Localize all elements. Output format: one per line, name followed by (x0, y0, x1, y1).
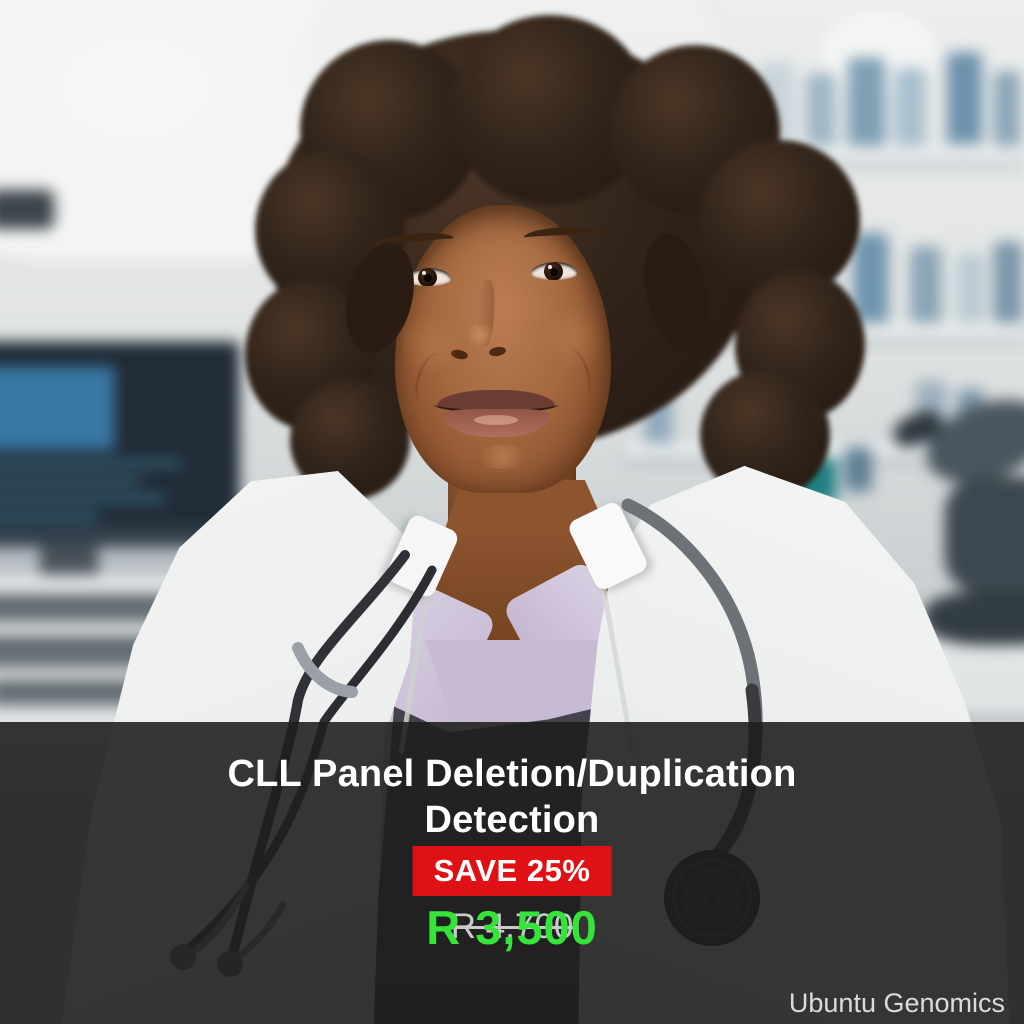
reagent-bottle (894, 67, 926, 146)
monitor-text-line (0, 513, 100, 520)
chin-highlight (473, 445, 531, 469)
save-badge: SAVE 25% (412, 846, 612, 896)
microscope-head (944, 476, 1024, 594)
monitor-text-line (0, 460, 183, 467)
eye-glint (548, 265, 552, 269)
reagent-bottle (946, 52, 983, 144)
reagent-bottle (993, 241, 1023, 323)
pupil (550, 268, 558, 276)
monitor-text-line (0, 495, 167, 502)
promo-title-line1: CLL Panel Deletion/Duplication (227, 753, 797, 795)
pupil (424, 274, 432, 282)
cheek-highlight (401, 308, 457, 380)
sale-price: R 3,500 (426, 900, 598, 954)
nose-tip (463, 325, 499, 345)
cheek-highlight (547, 301, 603, 375)
promo-title: CLL Panel Deletion/Duplication Detection (0, 752, 1024, 843)
monitor-taskbar (0, 525, 240, 547)
right-eye (531, 262, 577, 280)
face (367, 205, 611, 493)
bokeh-highlight (62, 41, 209, 136)
monitor-text-line (0, 477, 141, 484)
reagent-bottle (957, 254, 985, 323)
lip-gloss (474, 415, 518, 425)
reagent-bottle (853, 233, 889, 323)
reagent-bottle (993, 71, 1021, 146)
wall-fixture (0, 189, 55, 230)
blue-equipment (844, 447, 872, 492)
reagent-bottle (806, 73, 836, 146)
left-eye (405, 268, 451, 286)
eye-glint (422, 271, 426, 275)
microscope-base (923, 591, 1024, 646)
monitor-window (0, 366, 115, 450)
brand-watermark: Ubuntu Genomics (788, 988, 1005, 1018)
original-price: R 4,700 (450, 907, 574, 946)
promo-title-line2: Detection (424, 798, 600, 841)
iris (544, 262, 563, 280)
reagent-bottle (847, 57, 886, 146)
price-row: R 4,700 R 3,500 (0, 898, 1024, 956)
stethoscope-connector (292, 642, 358, 698)
iris (418, 268, 437, 286)
reagent-bottle (910, 246, 942, 323)
